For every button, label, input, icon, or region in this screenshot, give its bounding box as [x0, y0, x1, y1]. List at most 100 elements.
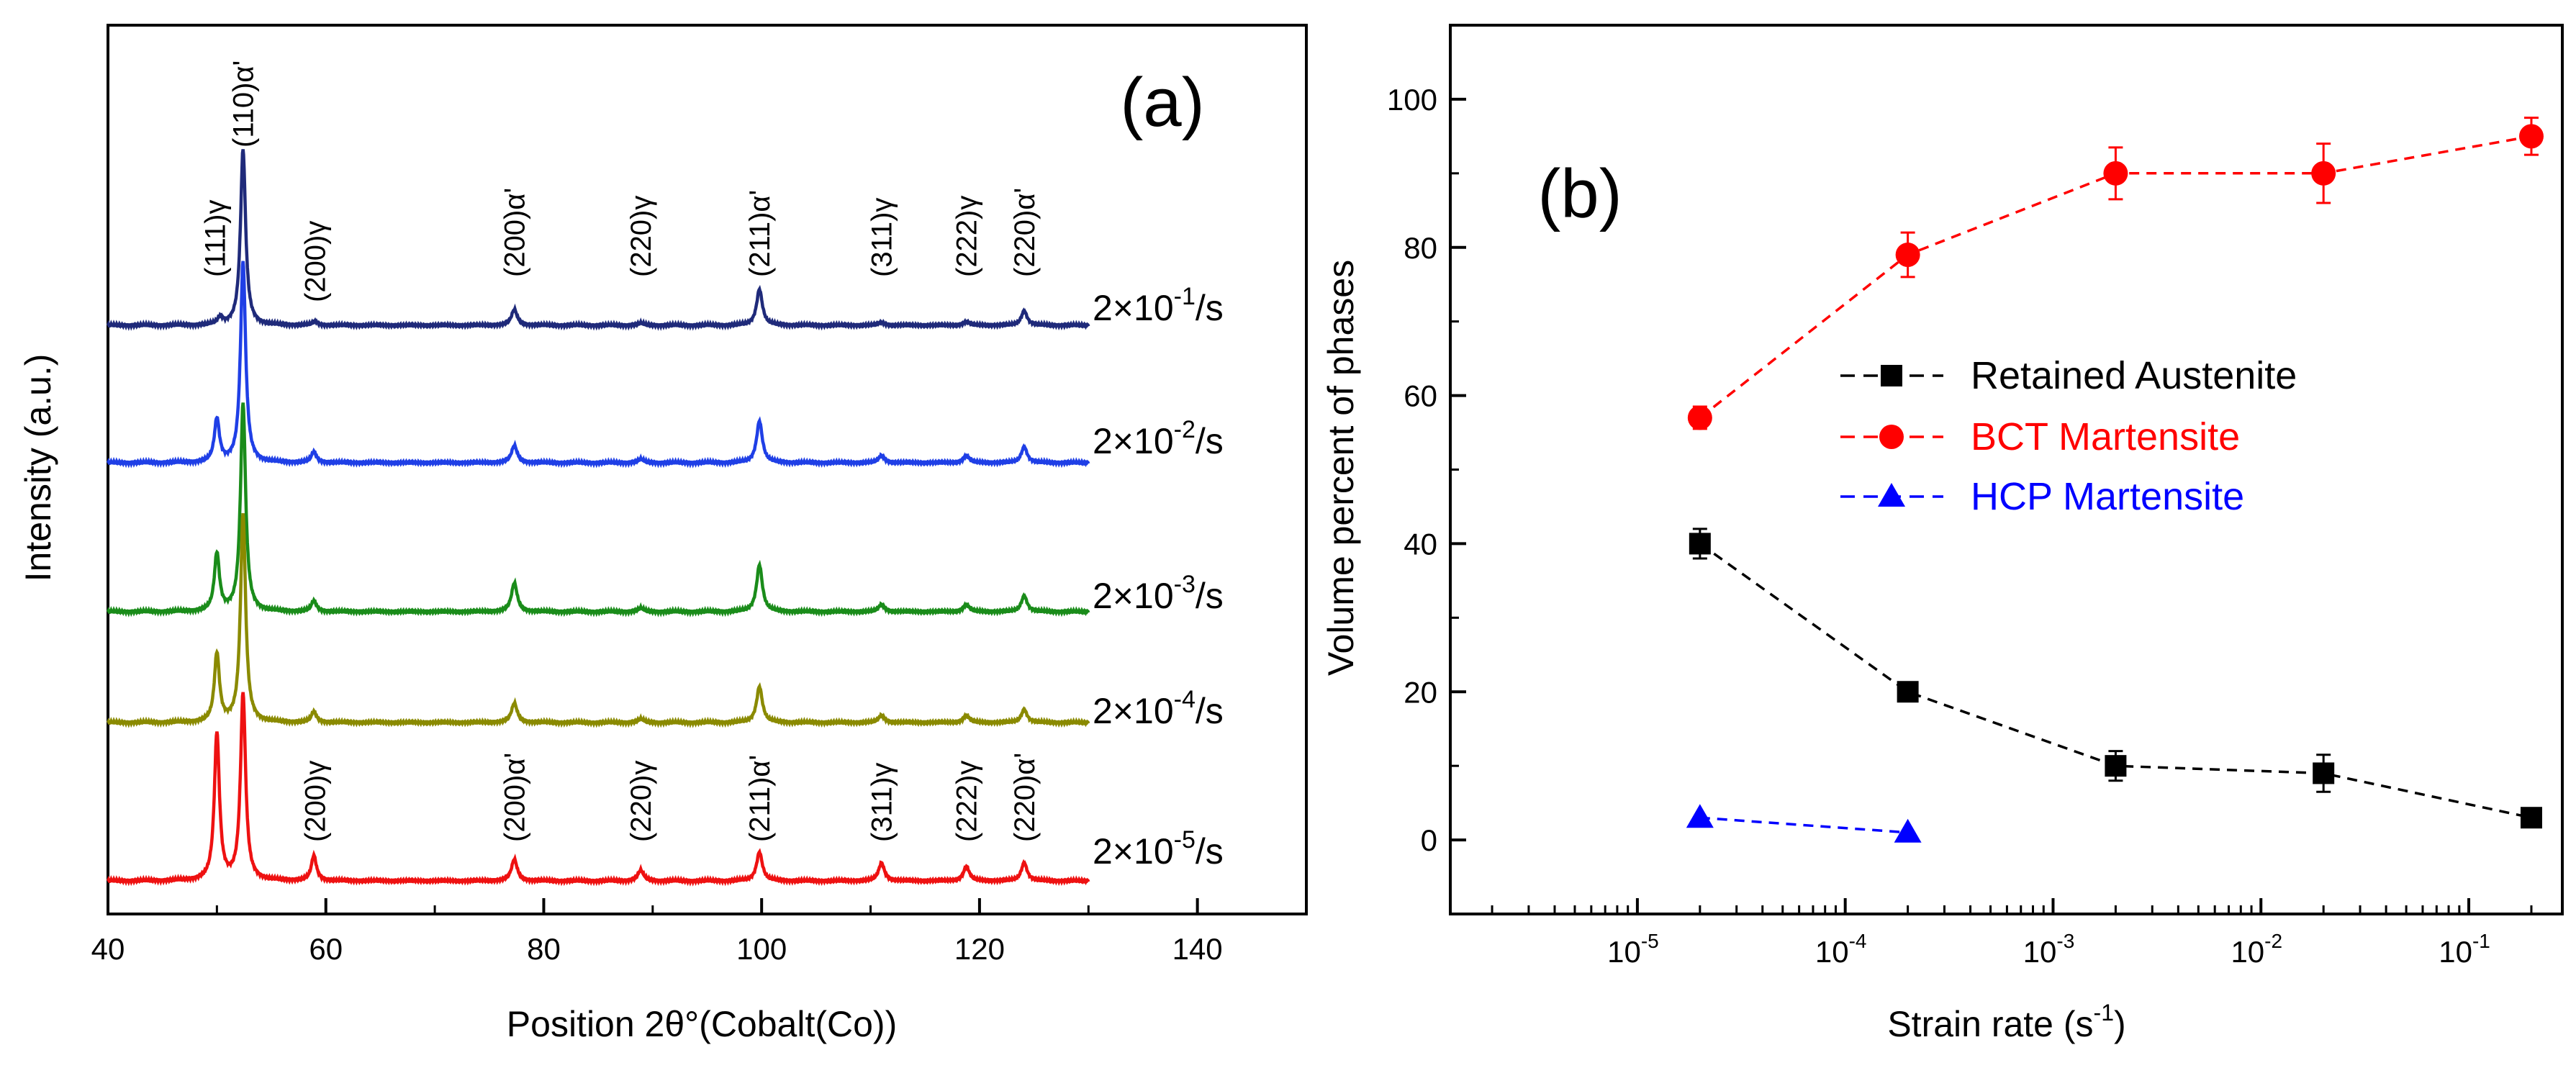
xrd-trace	[106, 402, 1090, 617]
y-axis-b: 0 20 40 60 80 100	[1387, 24, 1466, 915]
series-label-base: 2×10	[1093, 691, 1174, 731]
xrd-trace	[106, 692, 1090, 887]
x-tick-label: 10-1	[2439, 930, 2490, 969]
data-point	[2520, 807, 2542, 829]
panel-a-label: (a)	[1120, 64, 1204, 141]
peak-label: (220)γ	[625, 196, 657, 277]
data-point	[1897, 681, 1919, 703]
xrd-trace	[106, 261, 1090, 469]
y-axis-title-b: Volume percent of phases	[1321, 260, 1361, 676]
data-point	[1895, 243, 1920, 268]
panel-b-label: (b)	[1537, 155, 1622, 232]
x-tick-label: 100	[736, 932, 787, 966]
x-tick-label-exp: -5	[1641, 930, 1659, 952]
x-tick-label-exp: -1	[2472, 930, 2490, 952]
x-tick-label-exp: -3	[2056, 930, 2074, 952]
x-tick-label: 10-4	[1815, 930, 1867, 969]
x-tick-label: 60	[309, 932, 343, 966]
series-label: 2×10-5/s	[1093, 826, 1224, 872]
peak-label: (222)γ	[952, 196, 983, 277]
series-label-exp: -4	[1174, 686, 1196, 713]
data-point	[1686, 804, 1714, 828]
peak-label: (200)α'	[500, 753, 531, 842]
x-axis-title-b-main: Strain rate (s	[1887, 1004, 2093, 1044]
series-label-unit: /s	[1196, 576, 1224, 616]
x-tick-label: 140	[1172, 932, 1223, 966]
panel-a-frame	[107, 24, 1308, 915]
x-tick-label-base: 10	[2023, 935, 2057, 969]
series-label-unit: /s	[1196, 691, 1224, 731]
legend-label: BCT Martensite	[1971, 415, 2240, 458]
peak-label: (200)γ	[300, 221, 332, 302]
y-tick-label: 20	[1404, 675, 1437, 709]
y-tick-label: 100	[1387, 83, 1437, 117]
series-label-base: 2×10	[1093, 576, 1174, 616]
data-point	[1689, 533, 1711, 555]
x-axis-b: 10-5 10-4 10-3 10-2 10-1	[1491, 898, 2533, 969]
data-point	[1894, 818, 1922, 843]
y-axis-title-a: Intensity (a.u.)	[18, 354, 58, 582]
peak-label: (110)α'	[228, 60, 260, 148]
peak-label: (220)γ	[625, 761, 657, 842]
series-label-exp: -3	[1174, 571, 1196, 598]
x-tick-label: 80	[527, 932, 561, 966]
legend-item: BCT Martensite	[1840, 415, 2240, 458]
xrd-traces	[106, 149, 1090, 887]
series-label-exp: -1	[1174, 283, 1196, 310]
data-point	[2103, 160, 2128, 186]
x-axis-title-b-end: )	[2114, 1004, 2126, 1044]
peak-label: (311)γ	[867, 198, 898, 277]
legend-label: HCP Martensite	[1971, 475, 2244, 518]
peak-label: (111)γ	[199, 200, 231, 277]
series-square	[1689, 528, 2542, 829]
series-label-unit: /s	[1196, 421, 1224, 461]
x-tick-label-base: 10	[2231, 935, 2264, 969]
peak-label: (211)α'	[744, 755, 776, 842]
x-tick-label-base: 10	[1815, 935, 1849, 969]
peak-label: (211)α'	[744, 190, 776, 277]
x-tick-label: 10-3	[2023, 930, 2075, 969]
x-axis-title-a: Position 2θ°(Cobalt(Co))	[507, 1004, 897, 1044]
series-label-unit: /s	[1196, 288, 1224, 328]
peak-label: (311)γ	[867, 763, 898, 842]
legend-label: Retained Austenite	[1971, 354, 2297, 397]
peak-label: (222)γ	[952, 761, 983, 842]
x-tick-label: 40	[91, 932, 125, 966]
series-label-exp: -5	[1174, 826, 1196, 854]
series-label: 2×10-4/s	[1093, 686, 1224, 731]
x-tick-label: 120	[954, 932, 1005, 966]
legend-marker	[1878, 483, 1905, 507]
x-axis-title-b: Strain rate (s-1)	[1887, 1000, 2125, 1044]
data-point	[1687, 405, 1712, 430]
legend: Retained Austenite BCT Martensite HCP Mart…	[1840, 354, 2297, 518]
x-tick-label: 10-2	[2231, 930, 2282, 969]
series-line	[1699, 816, 1908, 834]
y-tick-label: 0	[1421, 823, 1437, 857]
y-tick-label: 80	[1404, 231, 1437, 265]
series-circle	[1687, 117, 2544, 430]
legend-item: HCP Martensite	[1840, 475, 2244, 518]
peak-label: (220)α'	[1009, 753, 1041, 842]
x-tick-label-base: 10	[1607, 935, 1641, 969]
x-tick-label-exp: -4	[1849, 930, 1867, 952]
peak-label: (220)α'	[1009, 188, 1041, 277]
series-label: 2×10-1/s	[1093, 283, 1224, 328]
data-point	[2313, 762, 2335, 784]
peak-label: (200)α'	[500, 188, 531, 277]
plot-series	[1686, 117, 2544, 843]
data-point	[2311, 160, 2336, 186]
data-point	[2105, 755, 2127, 777]
x-tick-label-exp: -2	[2264, 930, 2282, 952]
xrd-trace	[106, 149, 1090, 331]
series-label-base: 2×10	[1093, 288, 1174, 328]
series-label-base: 2×10	[1093, 831, 1174, 872]
y-tick-label: 40	[1404, 527, 1437, 561]
series-label-base: 2×10	[1093, 421, 1174, 461]
x-axis-a: 40 60 80 100 120 140	[91, 898, 1308, 966]
series-label: 2×10-3/s	[1093, 571, 1224, 616]
series-label-exp: -2	[1174, 416, 1196, 443]
series-labels: 2×10-1/s2×10-2/s2×10-3/s2×10-4/s2×10-5/s	[1093, 283, 1224, 872]
legend-marker	[1881, 365, 1902, 386]
